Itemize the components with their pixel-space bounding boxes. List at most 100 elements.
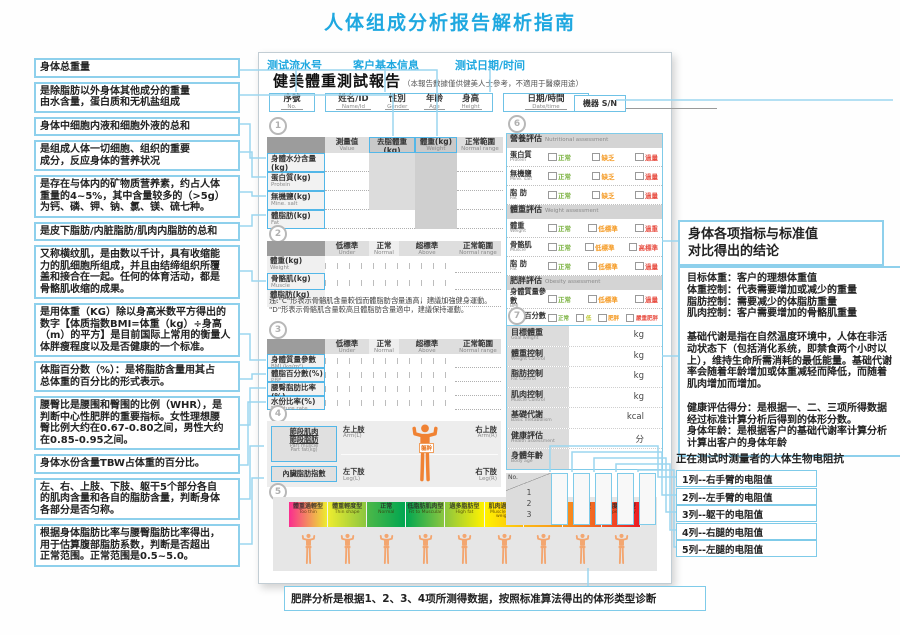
row-label-pbf: 體脂百分數(%) PBF: [267, 368, 325, 383]
checkbox[interactable]: [588, 223, 597, 233]
header-fields: 序號 No. 姓名/ID Name/Id 性別 Gender 年齡 Age 身高 Heig…: [269, 93, 717, 112]
section4-segmental-panel: 節段肌肉 節段脂肪 Part muscle Part fat(kg) 內臟脂肪指…: [267, 421, 501, 487]
row-label-whr: 腰臀脂肪比率(%)WHR: [267, 382, 325, 406]
impedance-column-4: [617, 473, 634, 525]
checkbox[interactable]: [585, 242, 594, 252]
note-moisture: 身体水份含量TBW占体重的百分比。: [34, 454, 240, 474]
checkbox[interactable]: [635, 261, 644, 271]
checkbox[interactable]: [591, 152, 600, 162]
checkbox[interactable]: [628, 242, 637, 252]
section3-table: 低標準 Under 正常 Normal 超標準 Above 正常範圍 Normal ra…: [267, 339, 503, 411]
visceral-fat-box: 內臟脂肪指數: [271, 466, 337, 482]
conclusion-note: 身体各项指标与标准值 对比得出的结论: [678, 220, 884, 266]
weight-header-highlight: 體重(kg) Weight: [415, 137, 457, 153]
segment-high-fat: 過多脂肪型 High fat: [445, 502, 485, 527]
checkbox[interactable]: [635, 190, 644, 200]
note-pbf: 体脂百分数（%）：是将脂肪含量用其占 总体重的百分比的形式表示。: [34, 361, 240, 392]
segment-too-thin: 體重過輕型 Too thin: [289, 502, 329, 527]
segment-normal: 正常 Normal: [367, 502, 407, 527]
callout-customer-info: 客户基本信息: [353, 59, 419, 72]
person-icon: [574, 533, 591, 566]
note-fat: 是皮下脂肪/内脏脂肪/肌肉内脂肪的总和: [34, 221, 240, 241]
note-protein: 是组成人体一切细胞、组织的重要 成分，反应身体的营养状况: [34, 140, 240, 171]
page-title: 人体组成分析报告解析指南: [323, 12, 576, 34]
checkbox[interactable]: [548, 294, 557, 304]
person-icon: [496, 533, 513, 566]
note-muscle: 又称横纹肌，是由数以千计，具有收缩能 力的肌细胞所组成，并且由结缔组织所覆 盖和…: [34, 245, 240, 299]
obesity-assessment-header: 肥胖評估 Obesity assessment: [507, 276, 662, 290]
field-serial: 序號 No.: [269, 93, 315, 112]
checkbox[interactable]: [635, 171, 644, 181]
note-visceral: 根据身体脂肪比率与腰臀脂肪比率得出， 用于估算腹部脂肪系数，判断是否超出 正常范…: [34, 524, 240, 567]
left-note-column: 身体总重量 是除脂肪以外身体其他成分的重量 由水含量，蛋白质和无机盐组成 身体中…: [34, 58, 240, 567]
row-label-protein: 蛋白質(kg) Protein: [267, 172, 325, 191]
checkbox[interactable]: [548, 190, 557, 200]
label-arm-right: 右上肢 Arm(R): [475, 425, 497, 440]
checkbox[interactable]: [635, 294, 644, 304]
checkbox[interactable]: [588, 294, 597, 304]
note-total-weight: 身体总重量: [34, 58, 240, 78]
impedance-title: 正在测试时测量者的人体生物电阻抗: [676, 453, 844, 465]
checkbox[interactable]: [588, 261, 597, 271]
section6-assessment-panel: 營養評估 Nutritional assessment 蛋白質 Protein 正常…: [506, 133, 663, 328]
obesity-analysis-note: 肥胖分析是根据1、2、3、4项所测得数据，按照标准算法得出的体形类型诊断: [284, 586, 706, 611]
checkbox[interactable]: [548, 223, 557, 233]
checkbox[interactable]: [591, 171, 600, 181]
row-label-fat: 體脂肪(kg) Fat: [267, 210, 325, 229]
impedance-item-1: 1列--右手臂的电阻值: [676, 470, 817, 487]
section2-table: 低標準 Under 正常 Normal 超標準 Above 正常範圍 Normal ra…: [267, 241, 503, 307]
note-bmi: 是用体重（KG）除以身高米数平方得出的数字【体质指数BMI=体重（kg）÷身高（…: [34, 303, 240, 357]
row-label-tbw: 身體水分含量(kg)TBW: [267, 153, 325, 177]
checkbox[interactable]: [548, 242, 557, 252]
callout-serial: 测试流水号: [267, 59, 322, 72]
label-arm-left: 左上肢 Arm(L): [343, 425, 365, 440]
person-icon: [300, 533, 317, 566]
field-customer: 姓名/ID Name/Id 性別 Gender 年齡 Age 身高 Height: [325, 93, 493, 112]
checkbox[interactable]: [591, 190, 600, 200]
impedance-item-2: 2列--左手臂的电阻值: [676, 488, 817, 505]
impedance-item-3: 3列--躯干的电阻值: [676, 505, 817, 522]
row-label-minerals: 無機鹽(kg) Mine. salt: [267, 191, 325, 210]
row-label-muscle: 骨骼肌(kg) Muscle: [267, 273, 325, 290]
checkbox[interactable]: [635, 223, 644, 233]
impedance-column-3: [595, 473, 612, 525]
impedance-column-2: [573, 473, 590, 525]
impedance-column-5: [639, 473, 656, 525]
checkbox[interactable]: [548, 261, 557, 271]
person-icon: [456, 533, 473, 566]
person-icon: [417, 533, 434, 566]
note-minerals: 是存在与体内的矿物质营养素，约占人体 重量的4~5%，其中含量较多的（>5g） …: [34, 175, 240, 218]
person-icon: [339, 533, 356, 566]
section1-number: 1: [269, 117, 287, 135]
divider: [341, 454, 498, 455]
person-icon: [535, 533, 552, 566]
impedance-number-table: No. 1 2 3: [506, 473, 552, 525]
report-title: 健美體重測試報告 （本報告數據僅供健美人士參考，不適用于醫療用途）: [273, 72, 584, 90]
row-label-bmi: 身體質量參數 BMI (kg/m²): [267, 354, 325, 369]
checkbox[interactable]: [548, 171, 557, 181]
section7-control-panel: 目標體重 Goal weight kg 體重控制 Weight Control kg 脂…: [506, 325, 663, 470]
note-tbw: 身体中细胞内液和细胞外液的总和: [34, 116, 240, 136]
segment-thin-shape: 體重輕度型 Thin shape: [328, 502, 368, 527]
label-leg-left: 左下肢 Leg(L): [343, 467, 365, 482]
part-muscle-fat-box: 節段肌肉 節段脂肪 Part muscle Part fat(kg): [271, 426, 337, 462]
impedance-item-5: 5列--左腿的电阻值: [676, 540, 817, 557]
field-datetime: 日期/時間 Date/time: [503, 93, 589, 112]
section6-number: 6: [508, 115, 526, 133]
checkbox[interactable]: [635, 152, 644, 162]
person-icon: [613, 533, 630, 566]
weight-assessment-header: 體重評估 Weight assessment: [507, 205, 662, 219]
checkbox[interactable]: [548, 313, 557, 323]
body-figure-icon: [409, 423, 441, 485]
checkbox[interactable]: [625, 313, 635, 323]
checkbox[interactable]: [548, 152, 557, 162]
checkbox[interactable]: [575, 313, 585, 323]
segment-muscular: 低脂肪肌肉型 Fit to Muscular: [406, 502, 446, 527]
checkbox[interactable]: [598, 313, 607, 323]
section2-number: 2: [269, 225, 287, 243]
impedance-column-1: [551, 473, 568, 525]
report-panel: 测试流水号 客户基本信息 测试日期/时间 健美體重測試報告 （本報告數據僅供健美人…: [258, 52, 717, 584]
body-type-figures: [289, 531, 641, 567]
